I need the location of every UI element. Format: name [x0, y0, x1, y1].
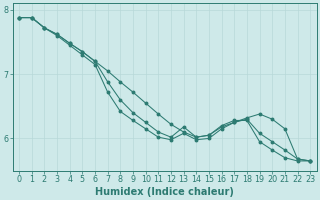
X-axis label: Humidex (Indice chaleur): Humidex (Indice chaleur) [95, 187, 234, 197]
